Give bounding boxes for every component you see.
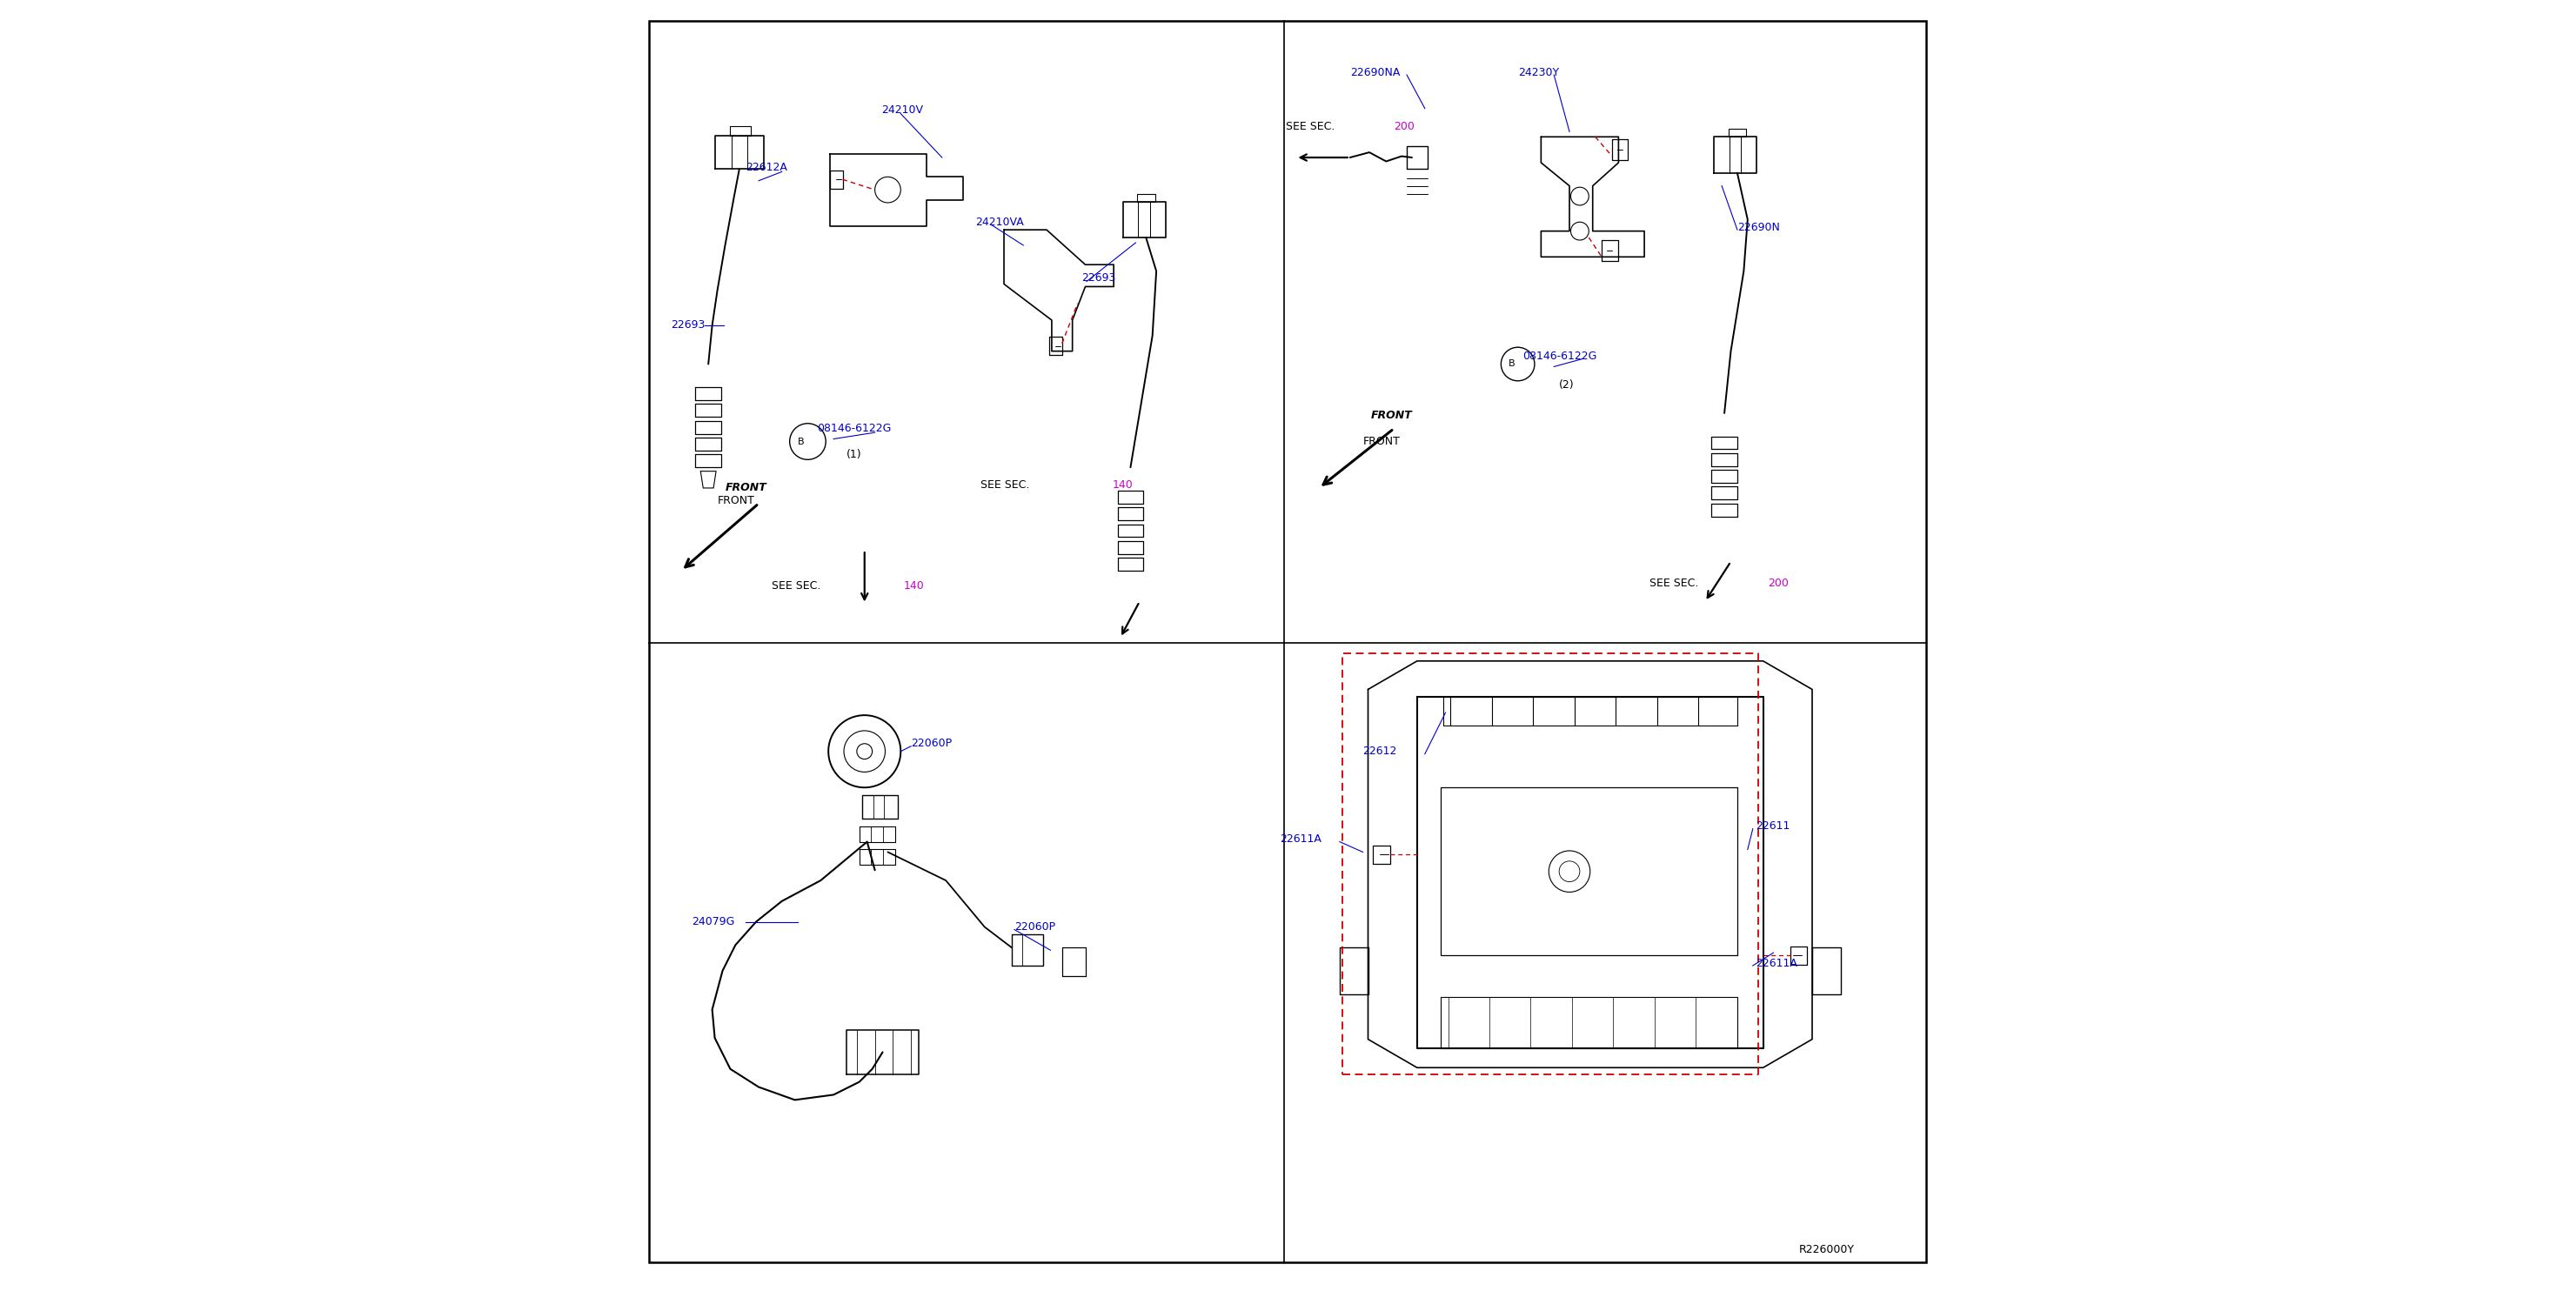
Text: 22690N: 22690N: [1736, 222, 1780, 232]
Text: 140: 140: [1113, 480, 1133, 491]
Text: 08146-6122G: 08146-6122G: [1522, 351, 1597, 361]
Text: FRONT: FRONT: [1370, 411, 1412, 421]
Text: 22611A: 22611A: [1280, 834, 1321, 844]
Text: 22693: 22693: [1082, 272, 1115, 283]
Text: 24210V: 24210V: [881, 105, 922, 115]
Text: 24079G: 24079G: [690, 917, 734, 927]
Text: SEE SEC.: SEE SEC.: [773, 581, 822, 591]
Text: 200: 200: [1394, 121, 1414, 132]
Text: 22693: 22693: [670, 320, 706, 330]
Text: 24230Y: 24230Y: [1517, 67, 1558, 77]
Text: 24210VA: 24210VA: [976, 217, 1025, 227]
Text: 200: 200: [1767, 578, 1790, 589]
Text: 22611A: 22611A: [1754, 958, 1798, 968]
Text: FRONT: FRONT: [724, 483, 768, 493]
Text: 22690NA: 22690NA: [1350, 67, 1399, 77]
Text: 08146-6122G: 08146-6122G: [817, 423, 891, 434]
Text: FRONT: FRONT: [716, 496, 755, 506]
Text: SEE SEC.: SEE SEC.: [981, 480, 1030, 491]
Text: SEE SEC.: SEE SEC.: [1285, 121, 1334, 132]
Text: 22612A: 22612A: [747, 163, 788, 173]
Text: 22060P: 22060P: [912, 738, 953, 749]
Text: 22611: 22611: [1754, 821, 1790, 831]
Text: 22612: 22612: [1363, 746, 1396, 757]
Text: FRONT: FRONT: [1363, 436, 1401, 447]
Text: B: B: [799, 438, 804, 445]
Text: (2): (2): [1558, 380, 1574, 390]
Text: B: B: [1507, 360, 1515, 368]
Text: 140: 140: [904, 581, 925, 591]
Text: SEE SEC.: SEE SEC.: [1649, 578, 1698, 589]
Text: (1): (1): [848, 449, 863, 460]
Text: R226000Y: R226000Y: [1798, 1245, 1855, 1255]
Text: 22060P: 22060P: [1015, 922, 1056, 932]
